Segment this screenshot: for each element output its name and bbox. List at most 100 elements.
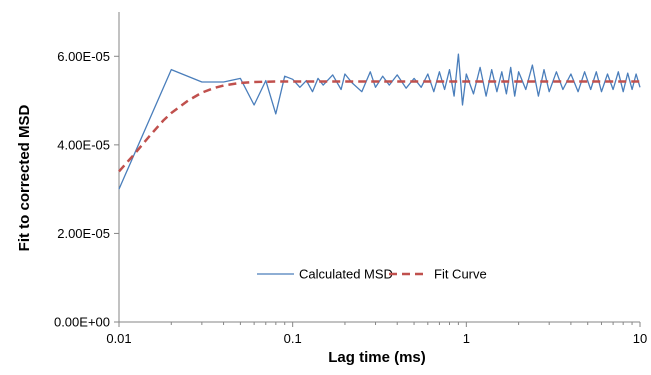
y-tick-label: 6.00E-05 — [57, 49, 110, 64]
data-point — [570, 73, 571, 74]
data-point — [292, 81, 293, 82]
x-axis-title: Lag time (ms) — [328, 349, 426, 366]
data-point — [344, 81, 345, 82]
data-point — [618, 71, 619, 72]
data-point — [501, 71, 502, 72]
data-point — [454, 96, 455, 97]
data-point — [240, 78, 241, 79]
data-point — [201, 92, 202, 93]
x-tick-label: 10 — [633, 331, 647, 346]
data-point — [397, 74, 398, 75]
data-point — [171, 69, 172, 70]
fit-curve-line — [118, 80, 640, 173]
data-point — [414, 81, 415, 82]
data-point — [587, 81, 588, 82]
series-1 — [118, 80, 640, 173]
data-point — [414, 78, 415, 79]
data-point — [549, 91, 550, 92]
data-point — [201, 81, 202, 82]
data-point — [344, 73, 345, 74]
y-tick-label: 4.00E-05 — [57, 137, 110, 152]
y-tick-label: 0.00E+00 — [54, 315, 110, 330]
data-point — [491, 69, 492, 70]
data-point — [578, 91, 579, 92]
data-point — [275, 113, 276, 114]
data-point — [532, 65, 533, 66]
data-point — [632, 89, 633, 90]
legend: Calculated MSD Fit Curve — [257, 267, 487, 282]
data-point — [473, 93, 474, 94]
data-point — [496, 91, 497, 92]
x-tick-label: 1 — [463, 331, 470, 346]
data-point — [213, 88, 214, 89]
data-point — [361, 91, 362, 92]
data-point — [171, 112, 172, 113]
data-point — [370, 71, 371, 72]
data-point — [118, 189, 119, 190]
data-point — [636, 73, 637, 74]
data-point — [543, 69, 544, 70]
data-point — [518, 81, 519, 82]
data-point — [627, 73, 628, 74]
data-point — [284, 76, 285, 77]
y-tick-label: 2.00E-05 — [57, 226, 110, 241]
data-point — [317, 78, 318, 79]
legend-label: Fit Curve — [434, 267, 487, 282]
data-point — [590, 89, 591, 90]
data-point — [382, 76, 383, 77]
data-point — [292, 79, 293, 80]
data-point — [514, 96, 515, 97]
data-point — [332, 74, 333, 75]
data-point — [439, 71, 440, 72]
data-point — [323, 85, 324, 86]
data-point — [639, 81, 640, 82]
data-point — [406, 88, 407, 89]
data-point — [421, 87, 422, 88]
data-point — [518, 71, 519, 72]
x-tick-label: 0.01 — [106, 331, 131, 346]
data-point — [312, 91, 313, 92]
data-point — [623, 91, 624, 92]
y-axis-title: Fit to corrected MSD — [16, 104, 33, 251]
data-point — [462, 104, 463, 105]
data-point — [299, 87, 300, 88]
data-point — [444, 89, 445, 90]
data-point — [525, 89, 526, 90]
data-point — [118, 171, 119, 172]
data-point — [466, 81, 467, 82]
data-point — [466, 73, 467, 74]
data-point — [486, 96, 487, 97]
data-point — [427, 73, 428, 74]
data-point — [254, 81, 255, 82]
series-0 — [118, 53, 641, 190]
data-point — [556, 71, 557, 72]
data-point — [506, 93, 507, 94]
data-point — [510, 67, 511, 68]
data-point — [163, 120, 164, 121]
data-point — [375, 87, 376, 88]
series-layer — [118, 53, 641, 190]
data-point — [584, 71, 585, 72]
data-point — [265, 80, 266, 81]
data-point — [433, 91, 434, 92]
data-point — [275, 81, 276, 82]
data-point — [607, 73, 608, 74]
data-point — [538, 96, 539, 97]
data-point — [458, 54, 459, 55]
data-point — [389, 85, 390, 86]
data-point — [132, 155, 133, 156]
data-point — [613, 89, 614, 90]
data-point — [449, 69, 450, 70]
data-point — [341, 89, 342, 90]
data-point — [480, 67, 481, 68]
legend-label: Calculated MSD — [299, 267, 393, 282]
data-point — [254, 104, 255, 105]
data-point — [223, 81, 224, 82]
data-point — [596, 71, 597, 72]
x-tick-label: 0.1 — [284, 331, 302, 346]
data-point — [639, 87, 640, 88]
data-point — [562, 89, 563, 90]
axes: 0.00E+00 2.00E-05 4.00E-05 6.00E-05 0.01 0.1 1… — [54, 12, 647, 346]
